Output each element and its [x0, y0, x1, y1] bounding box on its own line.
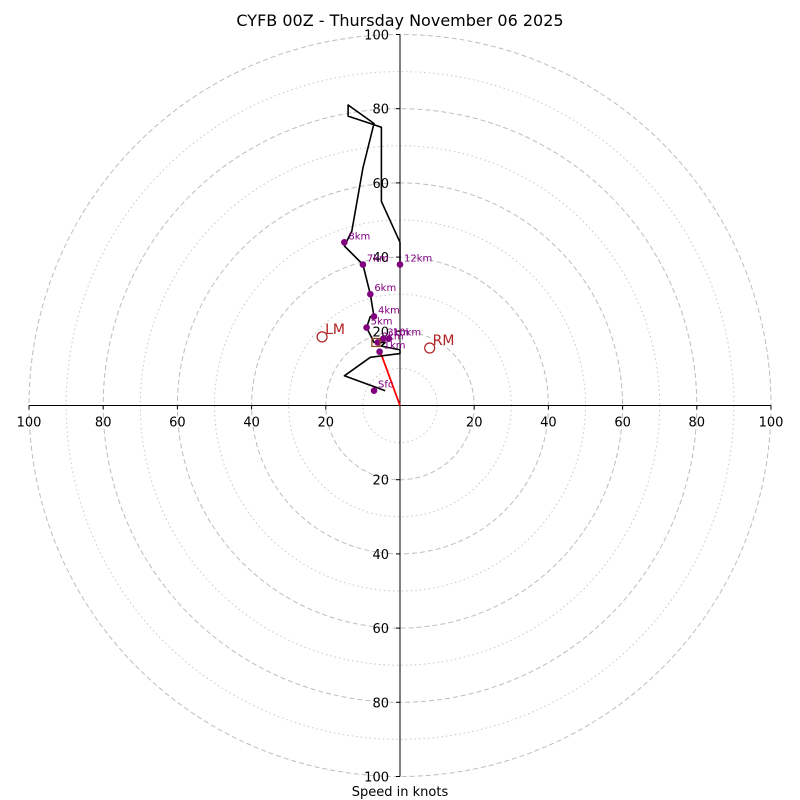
storm-motion-rm-marker	[424, 342, 436, 354]
y-tick-label: 20	[372, 474, 389, 489]
hodograph-trace	[343, 104, 401, 392]
height-label-4km: 4km	[378, 305, 400, 316]
height-label-8km: 8km	[348, 231, 370, 242]
x-tick-label: 80	[689, 416, 706, 431]
x-tick-label: 60	[169, 416, 186, 431]
shear-vector-line	[378, 349, 401, 406]
x-tick-label: 100	[17, 416, 42, 431]
storm-motion-rm-label: RM	[433, 333, 455, 349]
x-axis-label: Speed in knots	[352, 785, 449, 800]
height-marker-Sfc	[370, 387, 378, 394]
height-marker-10km	[385, 335, 393, 343]
height-marker-6km	[367, 290, 374, 298]
y-tick-label: 100	[364, 29, 389, 44]
x-tick-label: 100	[759, 416, 784, 431]
x-tick-label: 40	[243, 416, 260, 431]
x-tick-label: 40	[540, 416, 557, 431]
height-label-10km: 10km	[393, 328, 421, 339]
height-label-7km: 7km	[367, 254, 389, 265]
height-label-3km: 3km	[387, 328, 409, 339]
height-label-5km: 5km	[371, 317, 393, 328]
y-tick-label: 100	[364, 771, 389, 786]
y-tick-label: 40	[372, 251, 389, 266]
height-label-Sfc: Sfc	[378, 380, 393, 391]
height-label-6km: 6km	[374, 283, 396, 294]
x-tick-label: 60	[614, 416, 631, 431]
chart-title: CYFB 00Z - Thursday November 06 2025	[236, 11, 563, 30]
x-tick-label: 20	[466, 416, 483, 431]
storm-motion-lm-marker	[316, 331, 328, 343]
x-tick-label: 20	[318, 416, 335, 431]
height-marker-5km	[363, 324, 370, 331]
height-marker-8km	[341, 238, 348, 246]
height-marker-4km	[370, 313, 378, 320]
x-tick-label: 80	[95, 416, 112, 431]
y-tick-label: 80	[372, 696, 389, 711]
mean-wind-marker	[371, 337, 381, 348]
height-marker-7km	[359, 261, 367, 268]
y-tick-label: 80	[372, 103, 389, 118]
height-marker-1km	[376, 348, 383, 356]
height-marker-12km	[396, 261, 404, 268]
height-label-2km: 2km	[382, 331, 404, 342]
height-marker-3km	[380, 335, 387, 343]
height-label-12km: 12km	[404, 254, 432, 265]
height-label-1km: 1km	[384, 341, 406, 352]
y-tick-label: 60	[372, 622, 389, 637]
y-tick-label: 40	[372, 548, 389, 563]
storm-motion-lm-label: LM	[325, 322, 345, 338]
